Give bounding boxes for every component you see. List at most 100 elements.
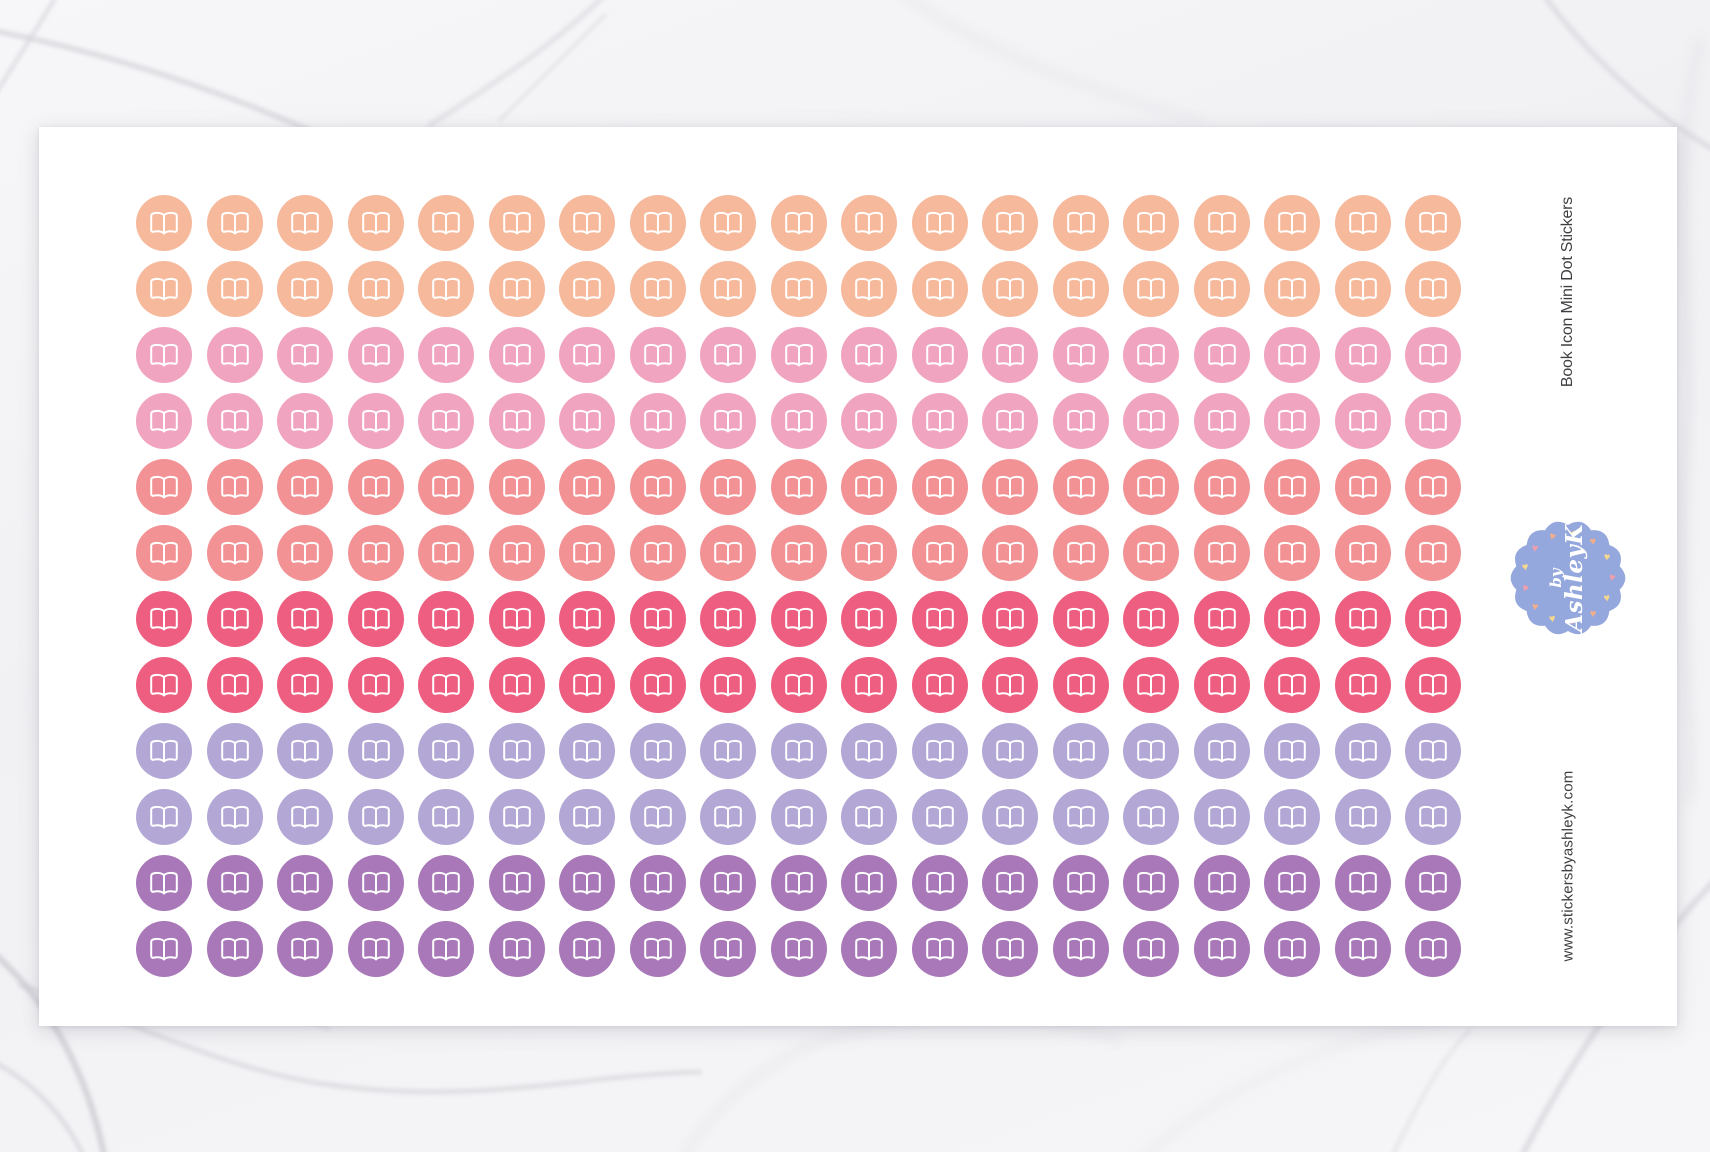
open-book-icon bbox=[220, 343, 249, 367]
open-book-icon bbox=[432, 409, 460, 433]
open-book-icon bbox=[220, 607, 249, 631]
open-book-icon bbox=[1207, 871, 1236, 895]
badge-scalloped-circle bbox=[1510, 521, 1626, 635]
open-book-icon bbox=[502, 475, 531, 499]
badge-graphic: ♥♥♥♥♥♥♥♥♥♥♥♥♥ bbox=[1510, 521, 1626, 635]
open-book-icon bbox=[291, 475, 319, 499]
book-dot-sticker-lavender bbox=[559, 723, 615, 779]
book-dot-sticker-lavender bbox=[206, 723, 263, 779]
heart-icon: ♥ bbox=[1603, 551, 1611, 564]
book-dot-sticker-pink bbox=[1123, 393, 1179, 449]
book-dot-sticker-peach bbox=[206, 195, 263, 251]
book-dot-sticker-pink bbox=[1405, 327, 1461, 383]
sticker-sheet bbox=[39, 127, 1677, 1026]
open-book-icon bbox=[502, 805, 531, 829]
open-book-icon bbox=[1137, 607, 1165, 631]
book-dot-sticker-salmon bbox=[488, 459, 545, 515]
open-book-icon bbox=[643, 607, 672, 631]
open-book-icon bbox=[1066, 541, 1095, 565]
open-book-icon bbox=[150, 541, 178, 565]
book-dot-sticker-purple bbox=[136, 855, 192, 911]
open-book-icon bbox=[220, 937, 249, 961]
book-dot-sticker-salmon bbox=[1123, 525, 1179, 581]
book-dot-sticker-pink bbox=[418, 327, 474, 383]
book-dot-sticker-lavender bbox=[982, 789, 1038, 845]
book-dot-sticker-salmon bbox=[770, 459, 827, 515]
book-dot-sticker-raspberry bbox=[206, 657, 263, 713]
book-dot-sticker-salmon bbox=[629, 525, 686, 581]
book-dot-sticker-lavender bbox=[629, 723, 686, 779]
book-dot-sticker-lavender bbox=[488, 723, 545, 779]
open-book-icon bbox=[1066, 277, 1095, 301]
open-book-icon bbox=[1419, 475, 1447, 499]
heart-icon: ♥ bbox=[1520, 582, 1530, 595]
open-book-icon bbox=[1137, 343, 1165, 367]
book-dot-sticker-raspberry bbox=[770, 591, 827, 647]
book-dot-sticker-pink bbox=[982, 393, 1038, 449]
book-dot-sticker-peach bbox=[1052, 261, 1109, 317]
book-dot-sticker-purple bbox=[982, 921, 1038, 977]
book-dot-sticker-salmon bbox=[136, 459, 192, 515]
book-dot-sticker-peach bbox=[1123, 261, 1179, 317]
book-dot-sticker-purple bbox=[1123, 855, 1179, 911]
book-dot-sticker-peach bbox=[559, 261, 615, 317]
open-book-icon bbox=[643, 475, 672, 499]
book-dot-sticker-lavender bbox=[911, 789, 968, 845]
open-book-icon bbox=[996, 673, 1024, 697]
open-book-icon bbox=[432, 541, 460, 565]
open-book-icon bbox=[502, 607, 531, 631]
open-book-icon bbox=[996, 475, 1024, 499]
open-book-icon bbox=[996, 541, 1024, 565]
open-book-icon bbox=[291, 937, 319, 961]
book-dot-sticker-salmon bbox=[1052, 459, 1109, 515]
open-book-icon bbox=[996, 937, 1024, 961]
book-dot-sticker-peach bbox=[559, 195, 615, 251]
book-dot-sticker-lavender bbox=[770, 789, 827, 845]
book-dot-sticker-lavender bbox=[1193, 789, 1250, 845]
book-dot-sticker-lavender bbox=[559, 789, 615, 845]
book-dot-sticker-peach bbox=[1193, 261, 1250, 317]
book-dot-sticker-salmon bbox=[700, 459, 756, 515]
open-book-icon bbox=[714, 805, 742, 829]
open-book-icon bbox=[291, 343, 319, 367]
book-dot-sticker-raspberry bbox=[1052, 591, 1109, 647]
book-dot-sticker-peach bbox=[911, 195, 968, 251]
open-book-icon bbox=[1066, 607, 1095, 631]
book-dot-sticker-lavender bbox=[841, 789, 897, 845]
open-book-icon bbox=[291, 277, 319, 301]
open-book-icon bbox=[432, 805, 460, 829]
open-book-icon bbox=[432, 673, 460, 697]
book-dot-sticker-salmon bbox=[1193, 459, 1250, 515]
open-book-icon bbox=[1137, 673, 1165, 697]
open-book-icon bbox=[714, 475, 742, 499]
book-dot-sticker-peach bbox=[1264, 261, 1320, 317]
book-dot-sticker-raspberry bbox=[1193, 657, 1250, 713]
open-book-icon bbox=[432, 277, 460, 301]
open-book-icon bbox=[432, 937, 460, 961]
open-book-icon bbox=[1207, 673, 1236, 697]
open-book-icon bbox=[1419, 409, 1447, 433]
book-dot-sticker-salmon bbox=[1334, 459, 1391, 515]
open-book-icon bbox=[1278, 871, 1306, 895]
book-dot-sticker-peach bbox=[418, 195, 474, 251]
open-book-icon bbox=[1137, 805, 1165, 829]
book-dot-sticker-purple bbox=[559, 855, 615, 911]
book-dot-sticker-salmon bbox=[277, 459, 333, 515]
book-dot-sticker-purple bbox=[700, 921, 756, 977]
open-book-icon bbox=[150, 673, 178, 697]
open-book-icon bbox=[502, 541, 531, 565]
book-dot-sticker-raspberry bbox=[1052, 657, 1109, 713]
book-dot-sticker-pink bbox=[136, 327, 192, 383]
book-dot-sticker-pink bbox=[488, 327, 545, 383]
book-dot-sticker-lavender bbox=[277, 789, 333, 845]
book-dot-sticker-peach bbox=[1193, 195, 1250, 251]
book-dot-sticker-salmon bbox=[841, 525, 897, 581]
open-book-icon bbox=[996, 343, 1024, 367]
book-dot-sticker-salmon bbox=[277, 525, 333, 581]
book-dot-sticker-purple bbox=[1334, 855, 1391, 911]
badge-hearts: ♥♥♥♥♥♥♥♥♥♥♥♥♥ bbox=[1520, 528, 1617, 629]
book-dot-sticker-raspberry bbox=[700, 657, 756, 713]
book-dot-sticker-peach bbox=[1334, 261, 1391, 317]
book-dot-sticker-raspberry bbox=[488, 657, 545, 713]
open-book-icon bbox=[643, 805, 672, 829]
